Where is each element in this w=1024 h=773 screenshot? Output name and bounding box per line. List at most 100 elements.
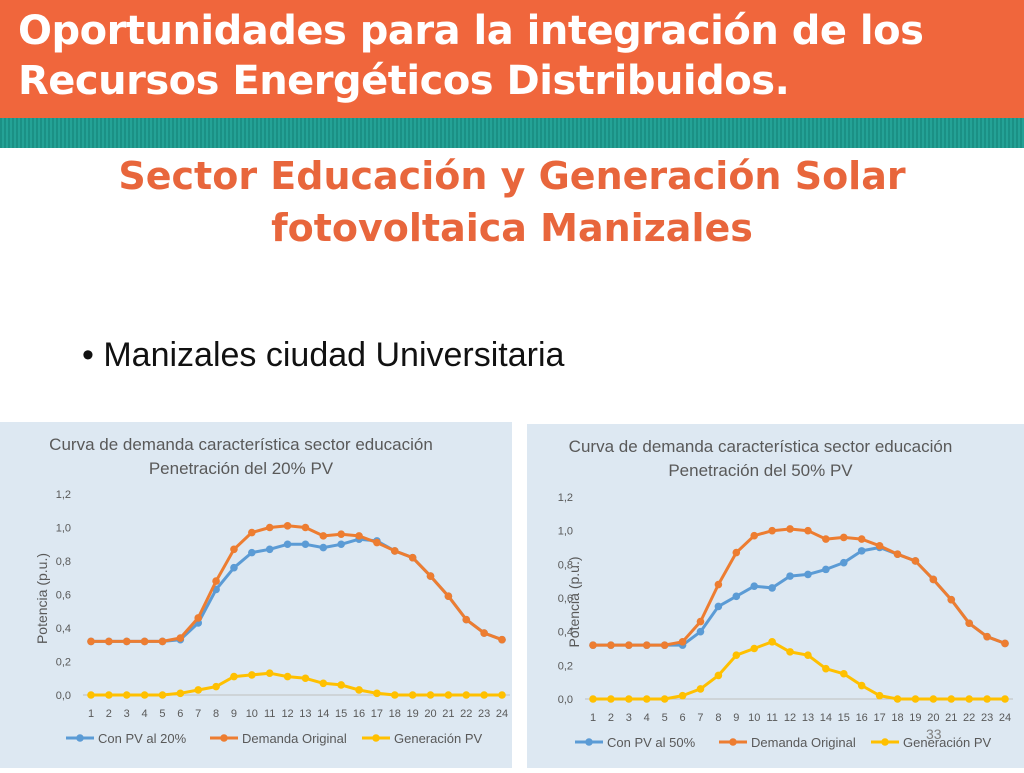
data-point xyxy=(355,532,363,540)
data-point xyxy=(947,695,956,703)
y-tick-label: 1,2 xyxy=(56,489,71,501)
data-point xyxy=(625,641,633,649)
x-tick-label: 13 xyxy=(299,708,311,720)
data-point xyxy=(194,686,203,694)
x-tick-label: 14 xyxy=(317,708,329,720)
data-point xyxy=(768,526,776,535)
data-point xyxy=(158,691,167,699)
data-point xyxy=(642,695,651,703)
y-tick-label: 0,6 xyxy=(56,590,71,602)
x-tick-label: 7 xyxy=(195,708,201,720)
data-point xyxy=(822,535,830,543)
data-point xyxy=(804,570,812,579)
data-point xyxy=(319,543,328,552)
data-point xyxy=(929,695,938,703)
data-point xyxy=(732,548,741,557)
data-point xyxy=(319,532,328,540)
data-point xyxy=(625,695,633,703)
data-point xyxy=(283,522,292,530)
data-point xyxy=(714,602,723,611)
data-point xyxy=(732,592,741,601)
x-tick-label: 21 xyxy=(945,712,957,724)
x-tick-label: 14 xyxy=(820,712,832,724)
data-point xyxy=(301,540,310,549)
x-tick-label: 22 xyxy=(460,708,472,720)
x-tick-label: 11 xyxy=(264,708,275,720)
data-point xyxy=(893,550,902,559)
data-point xyxy=(212,577,220,585)
data-point xyxy=(786,525,794,533)
legend-label: Con PV al 50% xyxy=(607,735,696,750)
data-point xyxy=(857,681,866,690)
data-point xyxy=(607,641,615,649)
data-point xyxy=(122,637,131,646)
data-point xyxy=(714,580,723,589)
data-point xyxy=(337,540,345,549)
data-point xyxy=(462,691,471,699)
data-point xyxy=(696,627,705,636)
data-point xyxy=(230,545,238,554)
data-point xyxy=(678,637,687,646)
data-point xyxy=(911,695,920,703)
x-tick-label: 1 xyxy=(88,708,94,720)
data-point xyxy=(408,691,417,699)
x-tick-label: 4 xyxy=(644,712,650,724)
data-point xyxy=(87,637,95,646)
data-point xyxy=(480,629,488,637)
data-point xyxy=(857,547,866,555)
y-tick-label: 0,0 xyxy=(56,690,71,702)
x-tick-label: 11 xyxy=(766,712,777,724)
data-point xyxy=(230,563,238,572)
x-tick-label: 2 xyxy=(106,708,112,720)
data-point xyxy=(589,695,597,703)
data-point xyxy=(140,637,149,646)
slide-subtitle: Sector Educación y Generación Solar foto… xyxy=(118,154,906,250)
data-point xyxy=(589,641,597,649)
data-point xyxy=(983,632,991,641)
data-point xyxy=(373,689,381,698)
data-point xyxy=(444,691,453,699)
data-point xyxy=(857,535,866,543)
page-number: 33 xyxy=(926,726,942,742)
x-tick-label: 10 xyxy=(748,712,760,724)
data-point xyxy=(158,637,167,646)
x-tick-label: 15 xyxy=(838,712,850,724)
data-point xyxy=(355,686,363,694)
data-point xyxy=(947,595,956,604)
slide-title: Oportunidades para la integración de los… xyxy=(18,8,924,104)
data-point xyxy=(337,530,345,538)
data-point xyxy=(498,635,506,644)
x-tick-label: 6 xyxy=(680,712,686,724)
data-point xyxy=(660,695,669,703)
data-point xyxy=(390,547,399,555)
legend-label: Demanda Original xyxy=(242,731,347,746)
data-point xyxy=(607,695,615,703)
chart-subtitle: Penetración del 50% PV xyxy=(668,461,853,480)
x-tick-label: 1 xyxy=(590,712,596,724)
x-tick-label: 5 xyxy=(159,708,165,720)
chart-subtitle: Penetración del 20% PV xyxy=(149,459,334,478)
data-point xyxy=(105,637,113,646)
y-tick-label: 0,2 xyxy=(558,660,573,672)
x-tick-label: 3 xyxy=(626,712,632,724)
data-point xyxy=(176,634,185,642)
legend-marker-dot xyxy=(220,734,228,742)
x-tick-label: 4 xyxy=(142,708,148,720)
data-point xyxy=(660,641,669,649)
y-tick-label: 0,4 xyxy=(56,623,71,635)
data-point xyxy=(248,528,256,537)
legend-marker-dot xyxy=(729,738,737,746)
data-point xyxy=(87,691,95,699)
data-point xyxy=(965,619,973,628)
data-point xyxy=(122,691,131,699)
x-tick-label: 20 xyxy=(927,712,939,724)
data-point xyxy=(462,615,471,624)
data-point xyxy=(230,672,238,681)
series-line-2 xyxy=(593,640,1005,701)
legend-marker-dot xyxy=(372,734,380,742)
x-tick-label: 18 xyxy=(891,712,903,724)
data-point xyxy=(768,584,776,592)
data-point xyxy=(839,558,848,567)
x-tick-label: 21 xyxy=(442,708,454,720)
x-tick-label: 2 xyxy=(608,712,614,724)
